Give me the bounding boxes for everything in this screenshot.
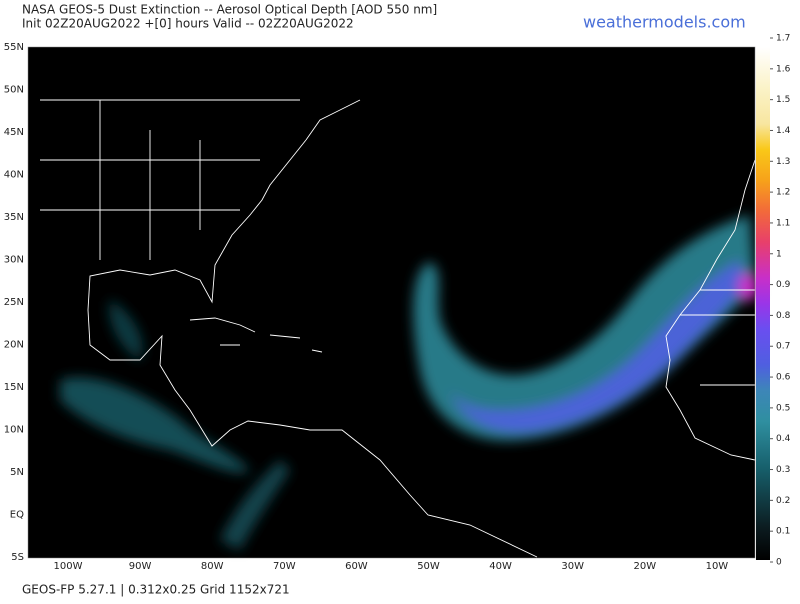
colorbar xyxy=(756,47,770,560)
colorbar-label: 1.4 xyxy=(776,126,791,136)
lon-label: 60W xyxy=(345,561,368,572)
colorbar-label: 0.9 xyxy=(776,280,791,290)
lat-label: 15N xyxy=(4,382,24,393)
colorbar-label: 1.2 xyxy=(776,188,790,198)
colorbar-label: 1.3 xyxy=(776,157,790,167)
lat-label: EQ xyxy=(10,510,24,521)
subtitle: Init 02Z20AUG2022 +[0] hours Valid -- 02… xyxy=(22,17,354,31)
lon-label: 50W xyxy=(417,561,440,572)
colorbar-label: 0.7 xyxy=(776,342,790,352)
lat-label: 55N xyxy=(4,42,24,53)
lon-label: 30W xyxy=(561,561,584,572)
lat-label: 20N xyxy=(4,340,24,351)
colorbar-label: 0.2 xyxy=(776,496,790,506)
lat-label: 50N xyxy=(4,85,24,96)
lat-label: 45N xyxy=(4,127,24,138)
colorbar-label: 0.8 xyxy=(776,311,791,321)
lat-label: 5N xyxy=(10,467,24,478)
colorbar-label: 0.6 xyxy=(776,373,791,383)
colorbar-label: 0.5 xyxy=(776,403,790,413)
colorbar-label: 1.5 xyxy=(776,95,790,105)
colorbar-label: 0.1 xyxy=(776,527,790,537)
colorbar-label: 1.6 xyxy=(776,64,791,74)
lat-label: 25N xyxy=(4,297,24,308)
lat-label: 5S xyxy=(11,552,24,563)
lat-label: 40N xyxy=(4,170,24,181)
map-border xyxy=(27,46,756,559)
lat-label: 30N xyxy=(4,255,24,266)
lat-label: 35N xyxy=(4,212,24,223)
lon-label: 10W xyxy=(706,561,729,572)
colorbar-label: 1 xyxy=(776,249,782,259)
lon-label: 70W xyxy=(273,561,296,572)
map xyxy=(27,46,758,559)
lon-label: 40W xyxy=(489,561,512,572)
lon-label: 20W xyxy=(633,561,656,572)
lon-label: 90W xyxy=(129,561,152,572)
colorbar-label: 1.1 xyxy=(776,218,790,228)
lon-label: 80W xyxy=(201,561,224,572)
watermark: weathermodels.com xyxy=(583,13,746,32)
lon-label: 100W xyxy=(54,561,83,572)
lat-label: 10N xyxy=(4,425,24,436)
dust-plume xyxy=(60,215,758,550)
colorbar-label: 1.7 xyxy=(776,34,790,44)
colorbar-label: 0.4 xyxy=(776,434,791,444)
title: NASA GEOS-5 Dust Extinction -- Aerosol O… xyxy=(22,3,437,17)
colorbar-label: 0.3 xyxy=(776,465,790,475)
footer: GEOS-FP 5.27.1 | 0.312x0.25 Grid 1152x72… xyxy=(22,583,290,597)
coastlines xyxy=(40,99,756,558)
colorbar-label: 0 xyxy=(776,558,782,568)
